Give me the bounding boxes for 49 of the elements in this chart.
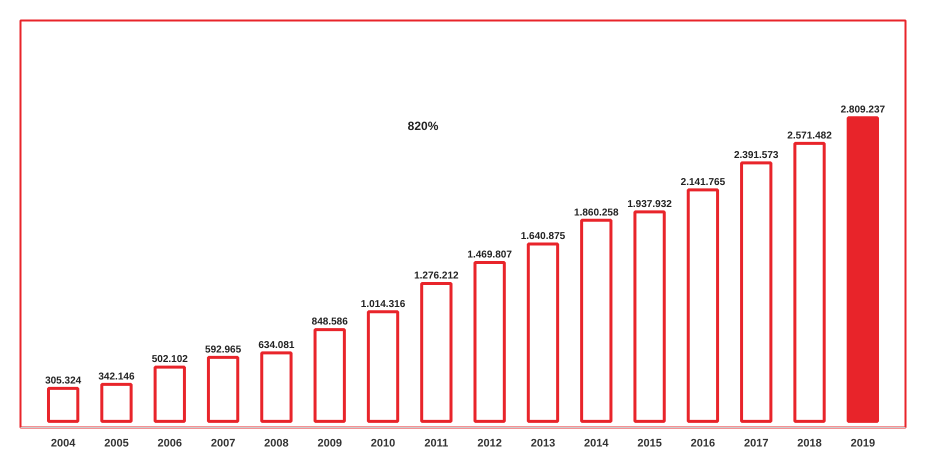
data-label: 342.146 [98,371,135,382]
data-label: 2.571.482 [787,130,832,142]
bar [154,366,186,423]
x-tick-label: 2017 [744,438,768,450]
data-label: 634.081 [258,340,295,351]
data-label: 502.102 [152,354,188,366]
annotation: 820% [408,118,439,133]
bar [260,351,293,423]
x-tick-label: 2007 [210,438,236,450]
data-label: 1.937.932 [627,198,672,210]
bar [420,282,453,423]
bar [314,328,346,423]
x-tick-label: 2018 [797,438,822,450]
data-label: 2.391.573 [734,150,779,161]
x-tick-label: 2009 [317,438,342,450]
data-label: 1.014.316 [360,298,406,310]
x-tick-label: 2019 [850,438,876,450]
data-label: 305.324 [45,375,82,386]
data-label: 1.640.875 [520,231,566,242]
data-label: 1.469.807 [467,250,512,261]
bar [526,242,560,423]
bar [580,218,612,423]
bar [846,116,880,423]
data-label: 592.965 [205,344,242,356]
bar [46,386,80,423]
x-tick-label: 2012 [477,438,502,450]
bar [633,210,666,423]
data-label: 1.860.258 [574,207,619,218]
data-label: 848.586 [312,316,348,328]
data-label: 2.809.237 [840,104,886,116]
data-label: 2.141.765 [680,176,726,188]
bar [473,261,506,423]
x-tick-label: 2005 [104,438,129,450]
x-tick-label: 2004 [50,438,76,450]
bar [206,356,240,423]
bar [686,188,720,423]
x-tick-label: 2015 [637,438,662,450]
data-label: 1.276.212 [414,270,460,282]
x-tick-label: 2011 [424,438,448,450]
x-tick-label: 2008 [264,438,289,450]
bar [740,161,772,423]
x-tick-label: 2016 [690,438,716,450]
x-tick-label: 2014 [584,438,610,450]
x-tick-label: 2010 [370,438,396,450]
x-tick-label: 2013 [530,438,556,450]
bar [793,142,826,423]
bar [100,382,133,423]
bar [366,310,400,423]
x-tick-label: 2006 [158,438,182,450]
